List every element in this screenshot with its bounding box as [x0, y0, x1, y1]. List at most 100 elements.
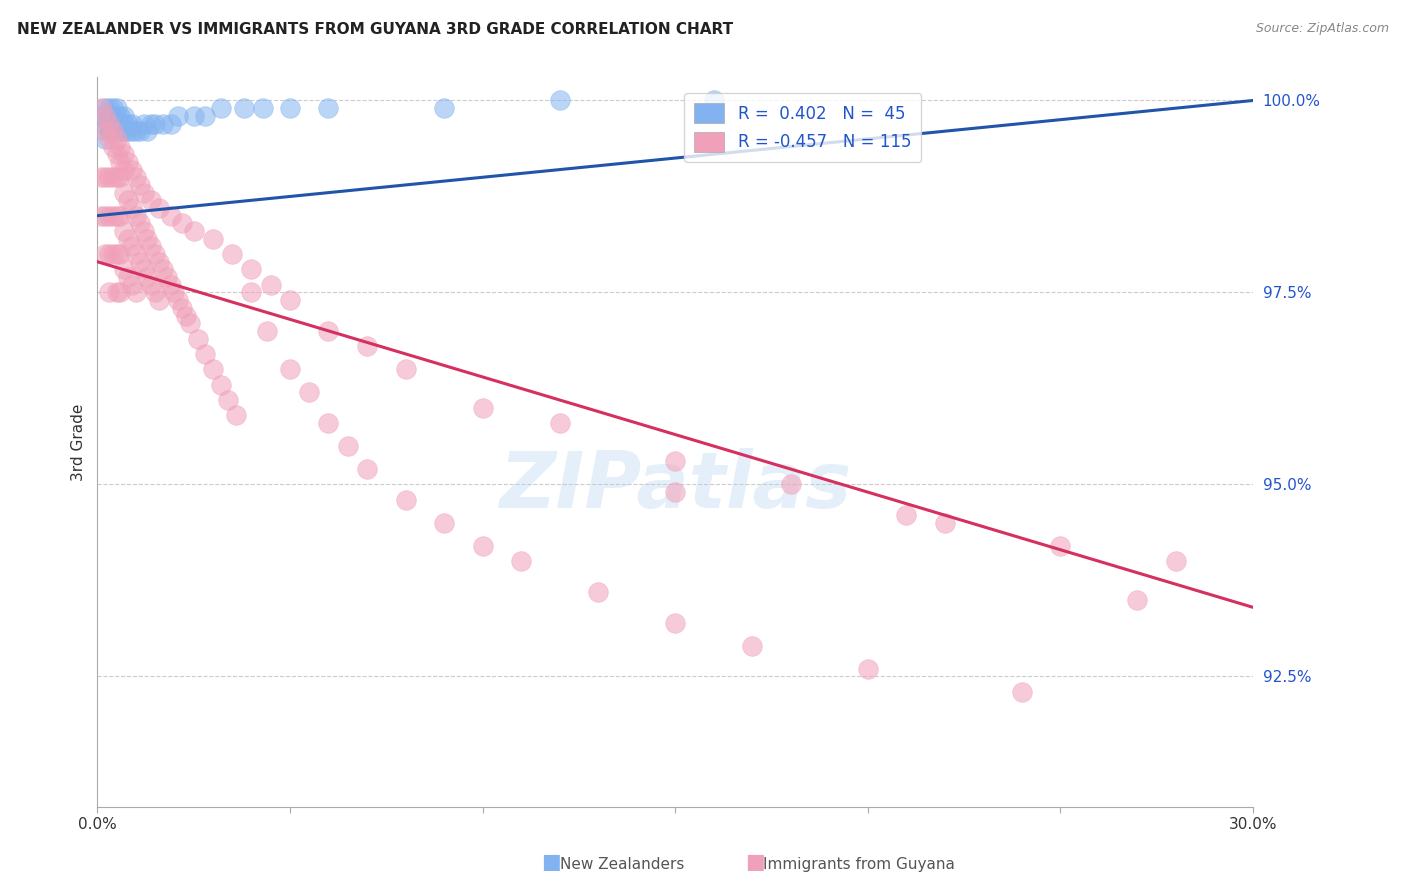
Point	[201, 362, 224, 376]
Point	[110, 155, 132, 169]
Point	[856, 662, 879, 676]
Point	[112, 186, 135, 200]
Point	[141, 194, 163, 208]
Point	[110, 116, 132, 130]
Point	[318, 101, 340, 115]
Point	[163, 285, 186, 300]
Point	[136, 270, 159, 285]
Point	[148, 254, 170, 268]
Point	[143, 116, 166, 130]
Point	[117, 194, 139, 208]
Point	[548, 416, 571, 430]
Point	[141, 239, 163, 253]
Point	[94, 132, 117, 146]
Point	[97, 247, 120, 261]
Point	[167, 109, 190, 123]
Point	[112, 162, 135, 177]
Point	[934, 516, 956, 530]
Point	[121, 124, 143, 138]
Point	[703, 94, 725, 108]
Point	[128, 178, 150, 192]
Point	[167, 293, 190, 307]
Point	[97, 116, 120, 130]
Point	[152, 262, 174, 277]
Point	[174, 309, 197, 323]
Point	[132, 262, 155, 277]
Point	[121, 277, 143, 292]
Point	[105, 124, 128, 138]
Point	[105, 147, 128, 161]
Point	[260, 277, 283, 292]
Legend: R =  0.402   N =  45, R = -0.457   N = 115: R = 0.402 N = 45, R = -0.457 N = 115	[685, 93, 921, 162]
Point	[148, 293, 170, 307]
Point	[121, 239, 143, 253]
Point	[394, 362, 416, 376]
Point	[664, 615, 686, 630]
Point	[510, 554, 533, 568]
Point	[221, 247, 243, 261]
Point	[110, 247, 132, 261]
Point	[105, 285, 128, 300]
Point	[94, 209, 117, 223]
Point	[94, 116, 117, 130]
Point	[117, 270, 139, 285]
Point	[132, 224, 155, 238]
Point	[1164, 554, 1187, 568]
Point	[664, 454, 686, 468]
Point	[105, 247, 128, 261]
Point	[136, 124, 159, 138]
Point	[112, 224, 135, 238]
Point	[128, 124, 150, 138]
Point	[225, 409, 247, 423]
Point	[132, 186, 155, 200]
Point	[97, 109, 120, 123]
Point	[183, 109, 205, 123]
Point	[586, 585, 609, 599]
Point	[232, 101, 254, 115]
Point	[125, 170, 148, 185]
Point	[105, 116, 128, 130]
Point	[779, 477, 801, 491]
Point	[240, 285, 263, 300]
Point	[101, 139, 124, 153]
Point	[194, 109, 217, 123]
Point	[356, 339, 378, 353]
Point	[209, 101, 232, 115]
Point	[217, 392, 239, 407]
Point	[101, 109, 124, 123]
Point	[896, 508, 918, 523]
Point	[110, 109, 132, 123]
Point	[105, 209, 128, 223]
Point	[110, 170, 132, 185]
Point	[156, 270, 179, 285]
Point	[112, 109, 135, 123]
Point	[159, 277, 181, 292]
Text: ZIPatlas: ZIPatlas	[499, 448, 851, 524]
Point	[90, 101, 112, 115]
Point	[101, 247, 124, 261]
Point	[433, 516, 456, 530]
Text: NEW ZEALANDER VS IMMIGRANTS FROM GUYANA 3RD GRADE CORRELATION CHART: NEW ZEALANDER VS IMMIGRANTS FROM GUYANA …	[17, 22, 733, 37]
Point	[112, 147, 135, 161]
Point	[159, 209, 181, 223]
Point	[101, 124, 124, 138]
Point	[110, 139, 132, 153]
Point	[90, 109, 112, 123]
Point	[97, 101, 120, 115]
Point	[240, 262, 263, 277]
Point	[97, 170, 120, 185]
Point	[152, 116, 174, 130]
Point	[101, 116, 124, 130]
Point	[172, 216, 194, 230]
Point	[394, 492, 416, 507]
Point	[548, 94, 571, 108]
Point	[128, 216, 150, 230]
Point	[112, 116, 135, 130]
Point	[471, 539, 494, 553]
Point	[143, 247, 166, 261]
Point	[117, 232, 139, 246]
Point	[336, 439, 359, 453]
Point	[179, 316, 201, 330]
Point	[101, 124, 124, 138]
Point	[94, 124, 117, 138]
